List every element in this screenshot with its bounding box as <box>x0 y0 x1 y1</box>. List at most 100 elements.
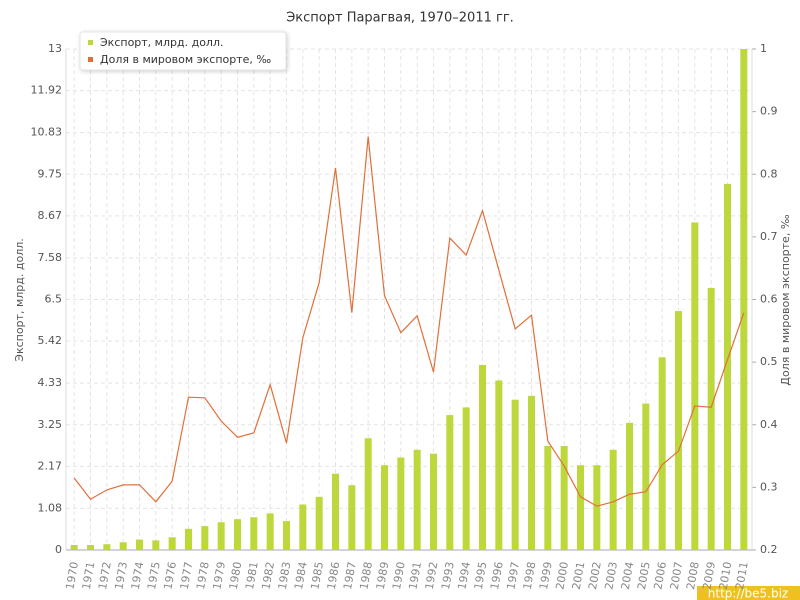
bar <box>560 445 568 550</box>
bar <box>511 399 519 550</box>
bar <box>724 183 731 550</box>
x-tick-label: 2007 <box>668 561 686 591</box>
x-tick-label: 2008 <box>684 561 702 591</box>
bar <box>70 544 78 550</box>
x-tick-label: 2001 <box>570 561 588 591</box>
bar <box>87 544 94 550</box>
x-tick-label: 1984 <box>292 561 310 591</box>
bar <box>740 49 748 550</box>
bar <box>609 449 617 550</box>
y-tick-label: 1.08 <box>38 501 63 514</box>
x-tick-label: 1973 <box>112 561 130 591</box>
bar <box>136 539 143 550</box>
y-tick-label: 9.75 <box>38 167 63 180</box>
y-tick-label: 6.5 <box>45 293 63 306</box>
y-tick-label: 8.67 <box>38 209 63 222</box>
x-tick-label: 1999 <box>537 561 555 591</box>
bar <box>381 465 388 550</box>
x-tick-label: 1981 <box>243 561 261 591</box>
x-tick-label: 1978 <box>194 561 212 591</box>
x-tick-label: 1972 <box>96 561 114 591</box>
x-tick-label: 1970 <box>63 561 81 591</box>
bar <box>299 504 307 550</box>
y2-tick-label: 0.5 <box>760 355 778 368</box>
y-tick-label: 7.58 <box>38 251 63 264</box>
x-tick-label: 2009 <box>700 561 718 591</box>
bar <box>185 528 192 550</box>
x-tick-label: 2000 <box>553 561 571 591</box>
y-tick-label: 3.25 <box>38 418 63 431</box>
y2-tick-label: 0.6 <box>760 293 778 306</box>
x-tick-label: 1995 <box>472 561 490 591</box>
bar <box>266 513 274 550</box>
x-tick-label: 1979 <box>210 561 228 591</box>
x-tick-label: 2002 <box>586 561 604 591</box>
y2-tick-label: 0.2 <box>760 543 778 556</box>
bar <box>250 517 258 550</box>
x-tick-label: 2006 <box>651 561 669 591</box>
x-tick-label: 1985 <box>308 561 326 591</box>
bar <box>462 407 470 550</box>
x-tick-label: 1993 <box>439 561 457 591</box>
bar <box>119 542 127 550</box>
y-tick-label: 10.83 <box>31 126 63 139</box>
x-tick-label: 2005 <box>635 561 653 591</box>
bar <box>413 449 421 550</box>
x-tick-label: 1982 <box>259 561 277 591</box>
bar <box>479 365 486 550</box>
bar <box>364 438 372 550</box>
x-tick-label: 1990 <box>390 561 408 591</box>
legend-label: Доля в мировом экспорте, ‰ <box>100 53 271 66</box>
y2-tick-label: 0.9 <box>760 105 778 118</box>
x-tick-label: 1971 <box>80 561 98 591</box>
bar <box>430 453 437 550</box>
line <box>73 136 745 507</box>
x-tick-label: 1991 <box>406 561 424 591</box>
bar <box>642 403 650 550</box>
x-tick-label: 1989 <box>374 561 392 591</box>
bar <box>528 395 535 550</box>
bar <box>201 526 209 550</box>
y2-tick-label: 0.8 <box>760 167 778 180</box>
x-tick-label: 1983 <box>276 561 294 591</box>
bar <box>495 380 503 550</box>
bar <box>707 287 715 550</box>
bar <box>446 415 454 550</box>
y2-tick-label: 0.7 <box>760 230 778 243</box>
x-tick-label: 1988 <box>357 561 375 591</box>
y-tick-label: 4.33 <box>38 376 63 389</box>
x-tick-label: 1996 <box>488 561 506 591</box>
x-tick-label: 1986 <box>325 561 343 591</box>
bar <box>217 522 225 550</box>
x-tick-label: 1980 <box>227 561 245 591</box>
x-tick-label: 2010 <box>717 561 735 591</box>
x-tick-label: 1998 <box>521 561 539 591</box>
x-tick-label: 1977 <box>178 561 196 591</box>
y2-tick-label: 0.4 <box>760 418 778 431</box>
y-tick-label: 11.92 <box>31 84 63 97</box>
bar <box>397 457 405 550</box>
bar <box>658 357 666 550</box>
y-axis-label: Экспорт, млрд. долл. <box>13 238 26 361</box>
legend-box <box>79 31 287 71</box>
bar <box>168 537 176 550</box>
bar <box>283 521 290 550</box>
x-tick-label: 2011 <box>733 561 751 591</box>
y2-axis-label: Доля в мировом экспорте, ‰ <box>779 214 792 385</box>
x-tick-label: 1997 <box>504 561 522 591</box>
legend-marker <box>88 40 93 45</box>
y-tick-label: 0 <box>55 543 62 556</box>
bar <box>348 485 356 550</box>
bar <box>691 222 699 550</box>
bar <box>675 311 682 550</box>
y-tick-label: 13 <box>48 42 62 55</box>
y-tick-label: 2.17 <box>38 459 63 472</box>
bar <box>234 519 241 550</box>
y2-tick-label: 1 <box>760 42 767 55</box>
x-tick-label: 1975 <box>145 561 163 591</box>
x-tick-label: 1974 <box>129 561 147 591</box>
bar <box>626 422 633 550</box>
x-tick-label: 1992 <box>423 561 441 591</box>
chart-title: Экспорт Парагвая, 1970–2011 гг. <box>286 11 514 26</box>
